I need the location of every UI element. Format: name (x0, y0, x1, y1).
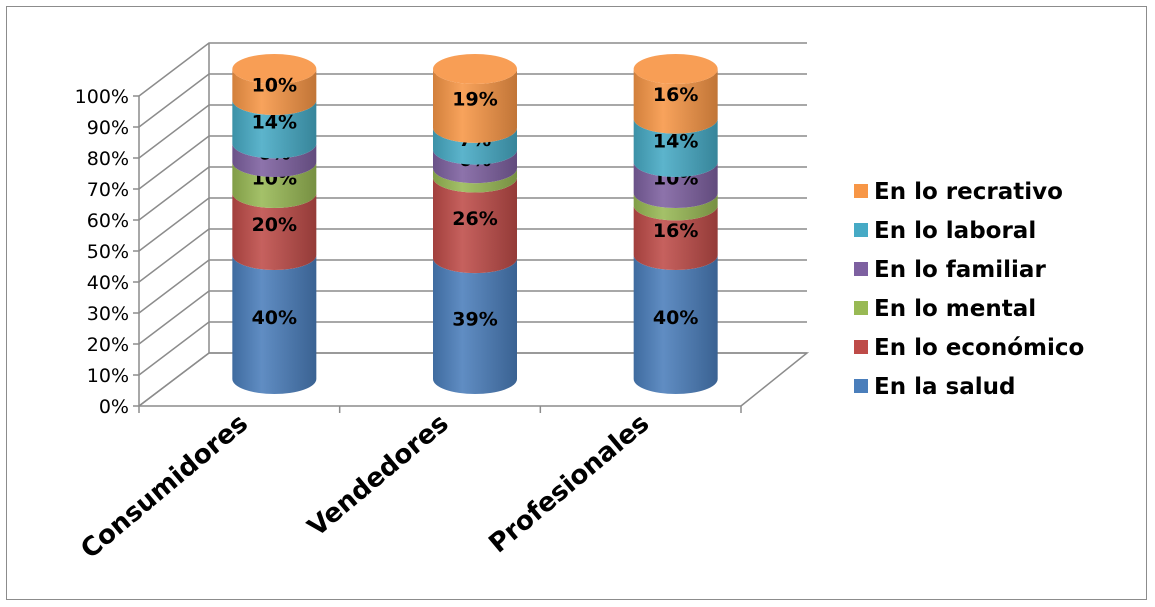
y-tick-label: 100% (75, 86, 129, 108)
legend-swatch (854, 262, 868, 276)
legend-swatch (854, 223, 868, 237)
cylinder-consumidores: 40%20%10%6%14%10% (232, 54, 317, 394)
legend: En lo recrativo En lo laboral En lo famili… (854, 179, 1084, 400)
gridline (138, 321, 807, 376)
bar-segment (633, 69, 718, 134)
bar-segment (433, 177, 517, 274)
y-tick-label: 80% (87, 148, 129, 170)
bar-segment (433, 168, 517, 193)
legend-item: En lo económico (854, 335, 1084, 361)
chart-frame: 0% 10% 20% 30% 40% 50% 60% 70% 80% 90% 100% 40% 20%… (6, 6, 1147, 600)
legend-item: En lo laboral (854, 218, 1036, 244)
cylinder-top (633, 54, 718, 84)
gridlines (133, 42, 807, 413)
legend-item: En lo familiar (854, 257, 1046, 283)
gridline (138, 352, 807, 407)
bar-segment (232, 143, 317, 177)
data-label: 14% (252, 112, 297, 134)
bar-segment (232, 193, 317, 270)
bar-segment (232, 100, 317, 159)
y-tick-label: 0% (99, 396, 129, 418)
data-label: 39% (452, 309, 497, 331)
cylinder-vendedores: 39%26%3%6%7%19% (433, 54, 517, 394)
data-label: 16% (653, 220, 698, 242)
y-tick-label: 30% (87, 303, 129, 325)
gridline (138, 135, 807, 190)
bar-segment (633, 205, 718, 271)
bar-segment (633, 193, 718, 221)
data-label: 19% (452, 88, 497, 110)
bar-segment (232, 162, 317, 208)
y-tick-label: 20% (87, 334, 129, 356)
y-tick-label: 10% (87, 365, 129, 387)
bar-segment (633, 118, 718, 178)
legend-swatch (854, 340, 868, 354)
legend-label: En lo familiar (874, 257, 1046, 283)
legend-item: En lo mental (854, 296, 1036, 322)
bar-segment (232, 69, 317, 115)
bar-segment (633, 255, 718, 395)
gridline (138, 197, 807, 252)
legend-swatch (854, 301, 868, 315)
y-tick-label: 70% (87, 179, 129, 201)
cylinder-top (433, 54, 517, 84)
data-label: 20% (252, 214, 297, 236)
legend-label: En lo recrativo (874, 179, 1063, 205)
data-label: 10% (252, 75, 297, 97)
bar-segment (433, 258, 517, 394)
chart-svg: 0% 10% 20% 30% 40% 50% 60% 70% 80% 90% 100% 40% 20%… (75, 42, 1084, 565)
cylinder-profesionales: 40%16%4%10%14%16% (633, 54, 718, 395)
cylinder-top (232, 54, 317, 84)
category-label: Profesionales (483, 408, 655, 559)
y-tick-label: 60% (87, 210, 129, 232)
legend-item: En la salud (854, 374, 1015, 400)
gridline (138, 166, 807, 221)
legend-swatch (854, 379, 868, 393)
y-tick-label: 40% (87, 272, 129, 294)
category-label: Consumidores (75, 408, 254, 565)
legend-swatch (854, 184, 868, 198)
bar-segment (433, 69, 517, 143)
legend-label: En lo laboral (874, 218, 1036, 244)
legend-label: En lo económico (874, 335, 1084, 361)
x-axis-labels: Consumidores Vendedores Profesionales (75, 408, 655, 565)
gridline (138, 42, 807, 97)
bar-segment (433, 127, 517, 165)
gridline (138, 104, 807, 159)
y-axis-ticks: 0% 10% 20% 30% 40% 50% 60% 70% 80% 90% 100% (75, 86, 129, 418)
bar-segment (433, 149, 517, 184)
bars: 40%20%10%6%14%10%39%26%3%6%7%19%40%16%4%… (232, 54, 718, 395)
legend-label: En la salud (874, 374, 1015, 400)
legend-label: En lo mental (874, 296, 1036, 322)
bar-segment (633, 162, 718, 209)
data-label: 40% (252, 307, 297, 329)
data-label: 26% (452, 208, 497, 230)
gridline (138, 290, 807, 345)
gridline (138, 228, 807, 283)
legend-item: En lo recrativo (854, 179, 1063, 205)
data-label: 40% (653, 307, 698, 329)
data-label: 14% (653, 130, 698, 152)
y-tick-label: 90% (87, 117, 129, 139)
y-tick-label: 50% (87, 241, 129, 263)
gridline (138, 73, 807, 128)
category-label: Vendedores (302, 408, 454, 543)
data-label: 16% (653, 84, 698, 106)
bar-segment (232, 255, 317, 394)
gridline (138, 259, 807, 314)
